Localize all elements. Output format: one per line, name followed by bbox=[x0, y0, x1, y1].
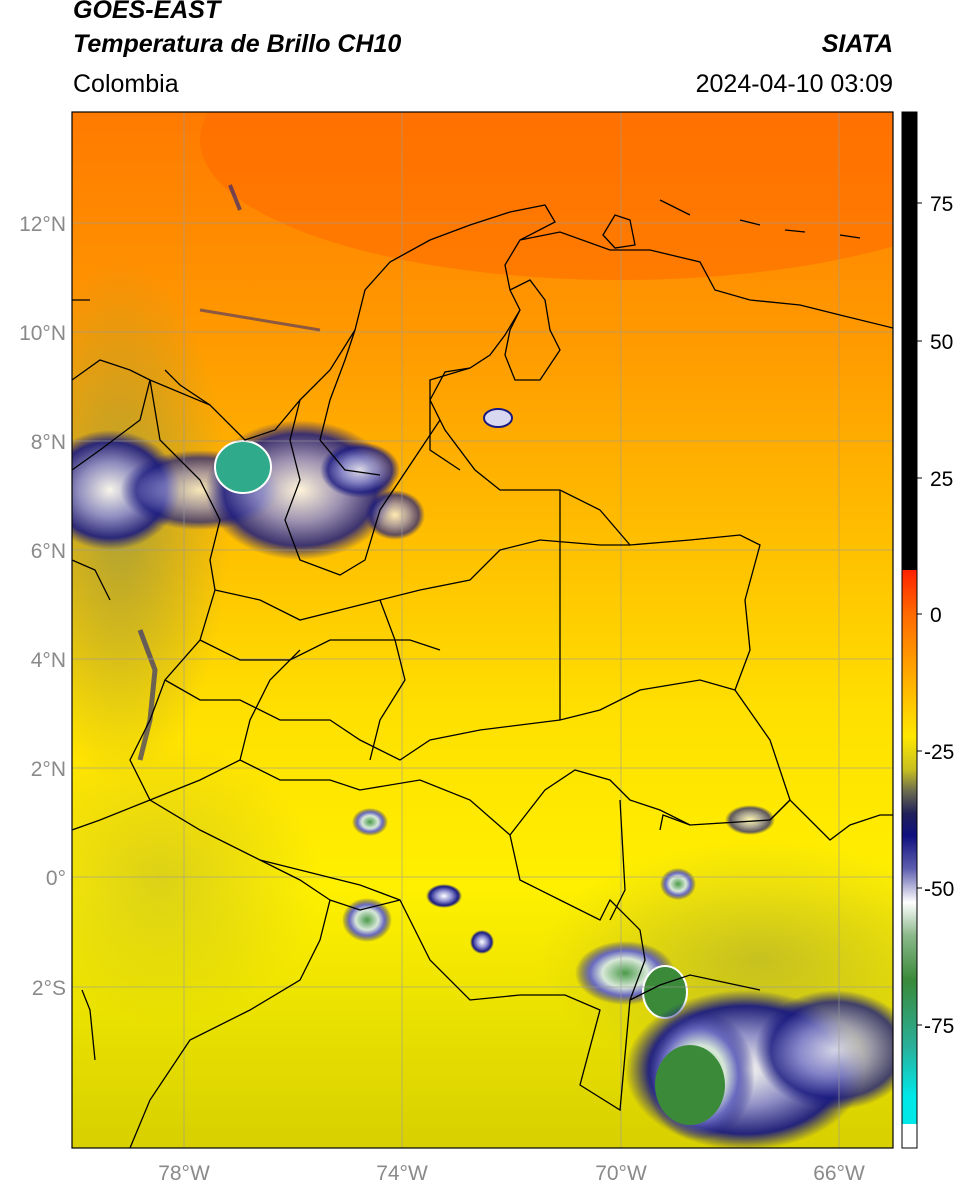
colorbar-tick: 0 bbox=[930, 604, 942, 627]
product-title: Temperatura de Brillo CH10 bbox=[73, 30, 402, 58]
colorbar-tick: 25 bbox=[930, 468, 953, 491]
lon-label: 70°W bbox=[595, 1162, 647, 1185]
colorbar: 75 50 25 0 -25 -50 -75 bbox=[901, 111, 954, 1149]
graticule bbox=[72, 112, 893, 1148]
colorbar-tick: -25 bbox=[924, 741, 954, 764]
region-label: Colombia bbox=[73, 70, 179, 98]
timestamp-label: 2024-04-10 03:09 bbox=[695, 70, 893, 98]
satellite-title: GOES-EAST bbox=[73, 0, 221, 24]
colorbar-gradient bbox=[902, 570, 917, 1124]
lat-label: 10°N bbox=[19, 322, 66, 345]
lat-label: 8°N bbox=[31, 431, 66, 454]
lon-label: 78°W bbox=[158, 1162, 210, 1185]
colorbar-tick: 50 bbox=[930, 331, 953, 354]
lat-label: 4°N bbox=[31, 649, 66, 672]
latitude-labels: 12°N 10°N 8°N 6°N 4°N 2°N 0° 2°S bbox=[19, 213, 66, 1000]
colorbar-tick: -75 bbox=[924, 1015, 954, 1038]
lat-label: 2°N bbox=[31, 758, 66, 781]
lon-label: 74°W bbox=[376, 1162, 428, 1185]
lat-label: 0° bbox=[46, 867, 66, 890]
lon-label: 66°W bbox=[813, 1162, 865, 1185]
colorbar-black-segment bbox=[902, 112, 917, 570]
political-boundaries bbox=[72, 199, 893, 1148]
lat-label: 12°N bbox=[19, 213, 66, 236]
colorbar-tick: 75 bbox=[930, 193, 953, 216]
lat-label: 2°S bbox=[32, 977, 66, 1000]
map-imagery bbox=[72, 112, 893, 1148]
agency-label: SIATA bbox=[821, 30, 893, 58]
map-frame bbox=[71, 111, 894, 1149]
lat-label: 6°N bbox=[31, 540, 66, 563]
colorbar-white-segment bbox=[902, 1124, 917, 1148]
longitude-labels: 78°W 74°W 70°W 66°W bbox=[158, 1162, 865, 1185]
colorbar-tick: -50 bbox=[924, 878, 954, 901]
